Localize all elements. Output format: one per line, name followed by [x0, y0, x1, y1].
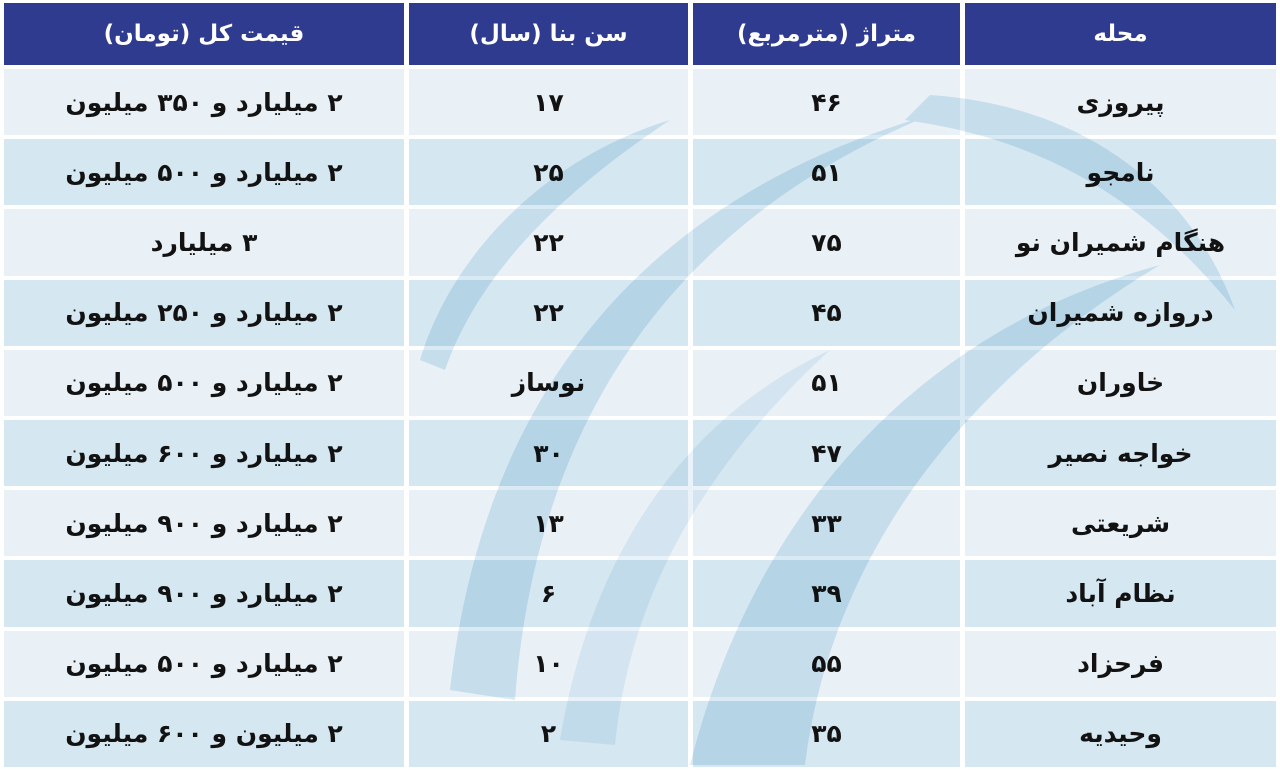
cell-price: ۳ میلیارد [4, 209, 404, 276]
cell-area: ۴۷ [693, 419, 960, 487]
cell-neighborhood: نظام آباد [965, 560, 1276, 627]
cell-age: ۲۵ [409, 139, 688, 206]
cell-neighborhood: فرحزاد [965, 630, 1276, 697]
cell-neighborhood: هنگام شمیران نو [965, 209, 1276, 276]
cell-neighborhood: شریعتی [965, 490, 1276, 557]
cell-area: ۳۳ [693, 490, 960, 557]
cell-age: ۶ [409, 560, 688, 627]
cell-neighborhood: خواجه نصیر [965, 419, 1276, 487]
cell-area: ۴۵ [693, 279, 960, 346]
cell-area: ۴۶ [693, 69, 960, 136]
cell-price: ۲ میلیارد و ۳۵۰ میلیون [4, 69, 404, 136]
cell-price: ۲ میلیارد و ۵۰۰ میلیون [4, 630, 404, 697]
column-header-neighborhood: محله [965, 3, 1276, 65]
cell-price: ۲ میلیارد و ۶۰۰ میلیون [4, 419, 404, 487]
cell-price: ۲ میلیارد و ۵۰۰ میلیون [4, 349, 404, 416]
cell-area: ۷۵ [693, 209, 960, 276]
cell-price: ۲ میلیارد و ۹۰۰ میلیون [4, 560, 404, 627]
column-header-age: سن بنا (سال) [409, 3, 688, 65]
cell-neighborhood: دروازه شمیران [965, 279, 1276, 346]
cell-area: ۳۵ [693, 700, 960, 767]
cell-area: ۵۱ [693, 349, 960, 416]
cell-age: ۱۳ [409, 490, 688, 557]
cell-price: ۲ میلیارد و ۵۰۰ میلیون [4, 139, 404, 206]
cell-age: ۱۰ [409, 630, 688, 697]
cell-price: ۲ میلیارد و ۹۰۰ میلیون [4, 490, 404, 557]
cell-area: ۳۹ [693, 560, 960, 627]
cell-area: ۵۱ [693, 139, 960, 206]
cell-neighborhood: وحیدیه [965, 700, 1276, 767]
column-header-area: متراژ (مترمربع) [693, 3, 960, 65]
cell-age: نوساز [409, 349, 688, 416]
cell-neighborhood: نامجو [965, 139, 1276, 206]
cell-price: ۲ میلیارد و ۲۵۰ میلیون [4, 279, 404, 346]
cell-area: ۵۵ [693, 630, 960, 697]
cell-age: ۲ [409, 700, 688, 767]
cell-age: ۲۲ [409, 209, 688, 276]
cell-price: ۲ میلیون و ۶۰۰ میلیون [4, 700, 404, 767]
table-grid: محله متراژ (مترمربع) سن بنا (سال) قیمت ک… [4, 3, 1276, 767]
cell-neighborhood: پیروزی [965, 69, 1276, 136]
column-header-price: قیمت کل (تومان) [4, 3, 404, 65]
cell-age: ۱۷ [409, 69, 688, 136]
cell-neighborhood: خاوران [965, 349, 1276, 416]
cell-age: ۳۰ [409, 419, 688, 487]
cell-age: ۲۲ [409, 279, 688, 346]
